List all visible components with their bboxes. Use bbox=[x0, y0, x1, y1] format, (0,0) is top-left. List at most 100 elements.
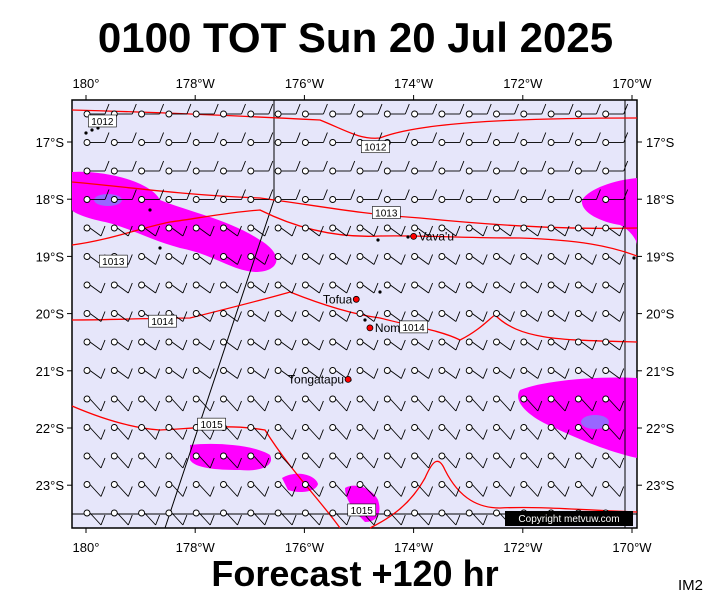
wind-barb bbox=[329, 132, 356, 146]
x-tick-label-top: 178°W bbox=[176, 76, 216, 91]
wind-zone bbox=[581, 178, 637, 245]
wind-barb bbox=[192, 103, 219, 118]
island bbox=[376, 238, 380, 242]
y-tick-label-right: 20°S bbox=[646, 307, 675, 322]
x-tick-label-bottom: 172°W bbox=[503, 540, 543, 555]
wind-barb bbox=[465, 189, 492, 203]
wind-barb bbox=[165, 338, 188, 351]
wind-barb bbox=[493, 310, 515, 322]
place-label: Vava'u bbox=[419, 229, 454, 243]
wind-barb bbox=[247, 224, 270, 237]
wind-barb bbox=[192, 189, 219, 203]
wind-barb bbox=[438, 224, 461, 237]
wind-barb bbox=[465, 452, 488, 469]
wind-barb bbox=[165, 253, 188, 265]
wind-barb bbox=[329, 452, 352, 469]
x-tick-label-bottom: 180° bbox=[73, 540, 100, 555]
wind-barb bbox=[602, 189, 629, 203]
wind-barb bbox=[520, 132, 547, 146]
wind-barb bbox=[602, 452, 625, 469]
wind-barb bbox=[192, 281, 215, 294]
y-tick-label-left: 18°S bbox=[36, 192, 65, 207]
wind-barb bbox=[110, 481, 133, 497]
wind-barb bbox=[220, 452, 242, 469]
wind-barb bbox=[165, 189, 192, 203]
wind-barb bbox=[493, 452, 515, 469]
x-tick-label-top: 176°W bbox=[285, 76, 325, 91]
wind-barb bbox=[574, 253, 597, 265]
wind-barb bbox=[356, 103, 383, 118]
wind-barb bbox=[356, 424, 379, 440]
wind-barb bbox=[110, 452, 133, 469]
wind-barb bbox=[547, 395, 570, 412]
wind-barb bbox=[383, 481, 406, 497]
wind-barb bbox=[192, 253, 215, 265]
wind-barb bbox=[301, 160, 328, 175]
wind-barb bbox=[356, 310, 379, 322]
wind-barb bbox=[465, 103, 492, 118]
wind-barb bbox=[83, 367, 106, 379]
wind-barb bbox=[602, 253, 625, 265]
wind-barb bbox=[493, 424, 515, 440]
wind-barb bbox=[574, 452, 597, 469]
wind-barb bbox=[301, 509, 324, 526]
map-labels: Vava'uTofuaNomukaTongatapu10121012101310… bbox=[88, 114, 454, 517]
y-tick-label-right: 19°S bbox=[646, 249, 675, 264]
wind-barb bbox=[356, 481, 379, 497]
wind-barb bbox=[356, 189, 383, 203]
wind-barb bbox=[547, 452, 570, 469]
wind-barb bbox=[247, 132, 274, 146]
island bbox=[363, 318, 367, 322]
isobar-label: 1014 bbox=[148, 314, 177, 328]
y-tick-label-left: 22°S bbox=[36, 421, 65, 436]
wind-barb bbox=[83, 132, 110, 146]
wind-barb bbox=[274, 481, 297, 497]
wind-barb bbox=[83, 224, 106, 237]
island bbox=[378, 290, 382, 294]
wind-barb bbox=[192, 338, 215, 351]
wind-barb bbox=[301, 224, 324, 237]
x-tick-label-bottom: 174°W bbox=[394, 540, 434, 555]
wind-barb bbox=[383, 424, 406, 440]
wind-barb bbox=[438, 481, 461, 497]
wind-barb bbox=[356, 281, 379, 294]
wind-barb bbox=[438, 424, 461, 440]
wind-barb bbox=[83, 189, 110, 203]
x-tick-label-top: 180° bbox=[73, 76, 100, 91]
wind-barb bbox=[383, 367, 406, 379]
wind-barb bbox=[138, 224, 161, 237]
wind-barb bbox=[493, 132, 519, 146]
wind-barb bbox=[138, 481, 161, 497]
wind-barb bbox=[493, 160, 519, 175]
isobar-label: 1015 bbox=[197, 417, 226, 431]
wind-barb bbox=[547, 160, 574, 175]
wind-barb bbox=[411, 281, 434, 294]
image-tag: IM2 bbox=[677, 577, 703, 594]
wind-barb bbox=[602, 424, 625, 440]
wind-barb bbox=[165, 132, 192, 146]
wind-barb bbox=[411, 338, 434, 351]
wind-barb bbox=[383, 452, 406, 469]
wind-barb bbox=[493, 481, 515, 497]
wind-barb bbox=[411, 481, 434, 497]
y-tick-label-left: 20°S bbox=[36, 307, 65, 322]
wind-barb bbox=[411, 367, 434, 379]
wind-barb bbox=[438, 103, 465, 118]
svg-text:1014: 1014 bbox=[151, 317, 174, 328]
wind-barb bbox=[220, 338, 242, 351]
wind-barb bbox=[192, 310, 215, 322]
wind-barb bbox=[493, 189, 519, 203]
wind-barb bbox=[165, 452, 188, 469]
wind-barb bbox=[329, 424, 352, 440]
wind-zone bbox=[282, 473, 318, 492]
wind-barb bbox=[411, 189, 438, 203]
wind-barb bbox=[520, 367, 543, 379]
wind-barb bbox=[329, 509, 352, 526]
wind-barb bbox=[602, 481, 625, 497]
wind-barb bbox=[329, 310, 352, 322]
wind-barb bbox=[602, 224, 625, 237]
isobar-label: 1013 bbox=[371, 206, 401, 220]
wind-barb bbox=[83, 160, 110, 175]
wind-barb bbox=[220, 253, 242, 265]
wind-barb bbox=[165, 424, 188, 440]
